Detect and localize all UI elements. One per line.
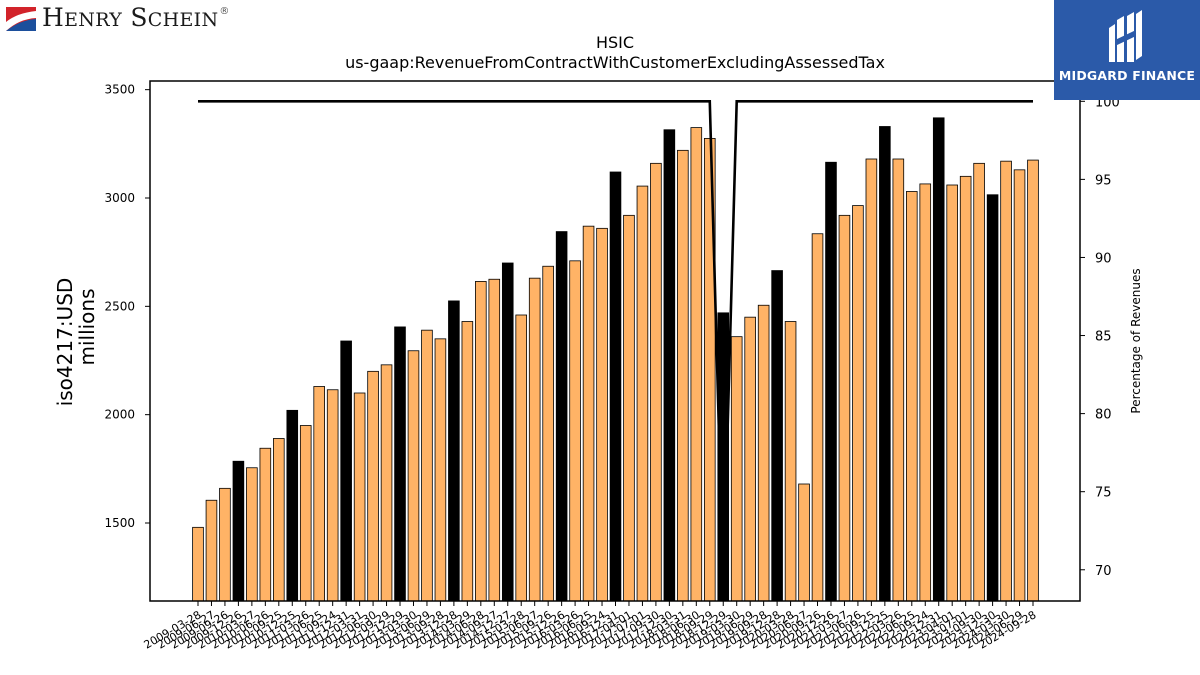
bar <box>394 326 406 602</box>
bar <box>986 194 999 602</box>
bar <box>663 129 676 602</box>
bar <box>542 265 554 602</box>
bar <box>246 467 258 602</box>
bar <box>623 214 635 602</box>
y-tick-label: 2000 <box>104 408 135 422</box>
bar <box>892 158 905 602</box>
y-tick-label: 3500 <box>104 83 135 97</box>
y2-tick-label: 80 <box>1095 408 1112 423</box>
bar <box>811 233 824 602</box>
bar <box>569 260 581 602</box>
bar <box>865 158 878 602</box>
bar <box>488 278 501 602</box>
percentage-line <box>198 100 1033 586</box>
bar-series <box>192 117 1039 602</box>
plot-frame <box>149 80 1081 602</box>
bar <box>690 127 703 602</box>
bar <box>959 175 972 602</box>
chart-title: HSIC <box>596 33 634 52</box>
bar <box>299 425 312 602</box>
henry-schein-logo: HENRY SCHEIN ® <box>6 5 229 33</box>
bar <box>650 162 662 602</box>
y-tick-label: 3000 <box>104 191 135 205</box>
bar <box>825 161 837 602</box>
bar <box>879 126 891 602</box>
bar <box>367 370 379 602</box>
chart-subtitle: us-gaap:RevenueFromContractWithCustomerE… <box>345 53 885 72</box>
bar <box>219 487 231 602</box>
bar <box>528 277 541 602</box>
y2-tick-label: 90 <box>1095 251 1112 266</box>
bar <box>946 184 958 602</box>
bar <box>636 185 649 602</box>
midgard-finance-logo: MIDGARD FINANCE <box>1054 0 1200 100</box>
bar <box>501 262 514 602</box>
percentage-line-series <box>198 100 1033 586</box>
henry-schein-icon <box>6 7 36 31</box>
bar <box>461 321 474 602</box>
y-axis-label-line2: millions <box>75 288 99 365</box>
registered-mark: ® <box>219 5 230 17</box>
midgard-finance-icon <box>1109 10 1142 62</box>
bar <box>1013 169 1026 602</box>
y-axis-label-line1: iso4217:USD <box>53 278 77 407</box>
y2-tick-label: 95 <box>1095 173 1112 188</box>
bar <box>273 438 285 602</box>
bar <box>973 162 985 602</box>
bar <box>326 389 339 602</box>
y2-tick-label: 85 <box>1095 330 1112 345</box>
bar <box>1027 159 1039 602</box>
y2-tick-label: 70 <box>1095 564 1112 579</box>
bar <box>730 336 743 602</box>
bar <box>771 270 783 602</box>
henry-schein-wordmark: HENRY SCHEIN <box>42 3 219 32</box>
y2-tick-label: 75 <box>1095 486 1112 501</box>
bar <box>286 409 299 602</box>
bar <box>744 316 756 602</box>
midgard-finance-wordmark: MIDGARD FINANCE <box>1058 68 1196 83</box>
bar <box>582 225 595 602</box>
bar <box>340 340 352 602</box>
bar <box>798 483 810 602</box>
bar <box>838 214 851 602</box>
bar <box>677 149 689 602</box>
x-axis-ticks: 2009-03-282009-06-272009-09-262009-12-26… <box>142 601 1039 652</box>
bar <box>555 231 568 602</box>
bar <box>407 350 420 602</box>
bar <box>448 300 460 602</box>
bar <box>906 191 918 602</box>
bar <box>475 281 487 602</box>
bar <box>353 392 366 602</box>
bar <box>609 171 622 602</box>
y-tick-label: 1500 <box>104 516 135 530</box>
bar <box>205 499 218 602</box>
bar <box>259 447 272 602</box>
bar <box>757 304 770 602</box>
bar <box>784 321 797 602</box>
y2-axis-label: Percentage of Revenues <box>1129 268 1143 413</box>
bar <box>313 386 325 602</box>
bar <box>932 117 945 602</box>
bar <box>919 183 932 602</box>
bar <box>232 460 245 602</box>
bar <box>852 205 864 602</box>
y-tick-label: 2500 <box>104 299 135 313</box>
bar <box>380 364 393 602</box>
bar <box>596 227 608 602</box>
bar <box>1000 160 1012 602</box>
bar <box>192 526 204 602</box>
bar <box>434 338 447 602</box>
bar <box>515 314 528 602</box>
y-axis-ticks: 1500 2000 2500 3000 3500 <box>104 83 150 530</box>
bar <box>421 329 433 602</box>
